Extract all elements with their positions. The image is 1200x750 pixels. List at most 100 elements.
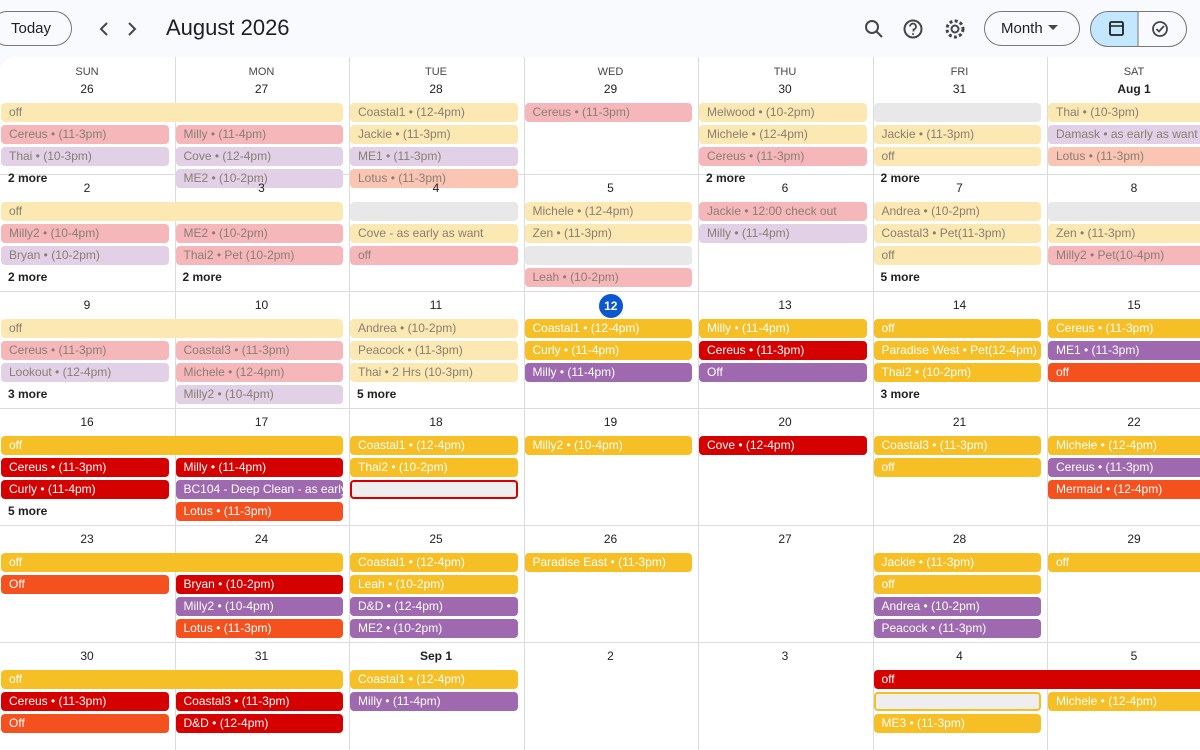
event[interactable]: Bryan • (10-2pm) — [1, 246, 169, 265]
event[interactable] — [350, 480, 518, 499]
event[interactable]: Cereus • (11-3pm) — [1048, 319, 1200, 338]
event[interactable]: Milly • (11-4pm) — [175, 125, 343, 144]
event[interactable]: off — [873, 246, 1041, 265]
event[interactable]: ME1 • (11-3pm) — [350, 147, 518, 166]
more-link[interactable]: 5 more — [357, 387, 397, 401]
event[interactable]: Coastal1 • (12-4pm) — [350, 553, 518, 572]
event[interactable]: BC104 - Deep Clean - as early as want — [175, 480, 343, 499]
event[interactable]: Thai2 • (10-2pm) — [350, 458, 518, 477]
event[interactable]: Damask • as early as want — [1048, 125, 1200, 144]
event[interactable]: Cereus • (11-3pm) — [699, 147, 867, 166]
event[interactable]: Thai • 2 Hrs (10-3pm) — [350, 363, 518, 382]
event[interactable]: Cove • (12-4pm) — [175, 147, 343, 166]
event[interactable]: off — [1, 103, 343, 122]
event[interactable]: off — [1048, 553, 1200, 572]
event[interactable]: off — [873, 319, 1041, 338]
event[interactable] — [350, 202, 518, 221]
more-link[interactable]: 2 more — [8, 270, 48, 284]
event[interactable]: Jackie • (11-3pm) — [350, 125, 518, 144]
event[interactable]: Off — [699, 363, 867, 382]
event[interactable]: Paradise East • (11-3pm) — [524, 553, 692, 572]
event[interactable]: Cereus • (11-3pm) — [1, 125, 169, 144]
event[interactable]: ME1 • (11-3pm) — [1048, 341, 1200, 360]
event[interactable]: Paradise West • Pet(12-4pm) — [873, 341, 1041, 360]
event[interactable]: Michele • (12-4pm) — [175, 363, 343, 382]
event[interactable]: off — [873, 670, 1200, 689]
event[interactable]: Zen • (11-3pm) — [524, 224, 692, 243]
more-link[interactable]: 5 more — [880, 270, 920, 284]
event[interactable]: Cereus • (11-3pm) — [1, 692, 169, 711]
event[interactable]: Melwood • (10-2pm) — [699, 103, 867, 122]
event[interactable]: off — [873, 458, 1041, 477]
event[interactable]: Jackie • 12:00 check out — [699, 202, 867, 221]
more-link[interactable]: 2 more — [8, 171, 48, 185]
event[interactable]: Thai • (10-3pm) — [1048, 103, 1200, 122]
event[interactable]: Milly • (11-4pm) — [699, 319, 867, 338]
event[interactable]: Leah • (10-2pm) — [524, 268, 692, 287]
event[interactable]: Curly • (11-4pm) — [1, 480, 169, 499]
event[interactable]: Off — [1, 575, 169, 594]
event[interactable]: Lotus • (11-3pm) — [1048, 147, 1200, 166]
event[interactable]: Off — [1, 714, 169, 733]
event[interactable]: Cereus • (11-3pm) — [1, 341, 169, 360]
event[interactable]: Bryan • (10-2pm) — [175, 575, 343, 594]
event[interactable]: Lotus • (11-3pm) — [175, 619, 343, 638]
event[interactable]: Milly2 • Pet(10-4pm) — [1048, 246, 1200, 265]
event[interactable]: Andrea • (10-2pm) — [873, 202, 1041, 221]
event[interactable]: D&D • (12-4pm) — [175, 714, 343, 733]
event[interactable]: Leah • (10-2pm) — [350, 575, 518, 594]
event[interactable]: Milly2 • (10-4pm) — [524, 436, 692, 455]
nav-arrows[interactable] — [96, 20, 146, 38]
event[interactable]: Lotus • (11-3pm) — [175, 502, 343, 521]
more-link[interactable]: 3 more — [880, 387, 920, 401]
event[interactable]: Michele • (12-4pm) — [699, 125, 867, 144]
event[interactable]: Coastal3 • Pet(11-3pm) — [873, 224, 1041, 243]
event[interactable]: off — [1, 319, 343, 338]
event[interactable]: Zen • (11-3pm) — [1048, 224, 1200, 243]
event[interactable]: off — [1, 436, 343, 455]
event[interactable]: Peacock • (11-3pm) — [350, 341, 518, 360]
event[interactable]: D&D • (12-4pm) — [350, 597, 518, 616]
event[interactable]: Michele • (12-4pm) — [1048, 436, 1200, 455]
event[interactable]: off — [1, 670, 343, 689]
event[interactable]: off — [873, 147, 1041, 166]
event[interactable]: Cove - as early as want — [350, 224, 518, 243]
event[interactable]: Cereus • (11-3pm) — [1048, 458, 1200, 477]
event[interactable]: off — [1048, 363, 1200, 382]
event[interactable]: off — [350, 246, 518, 265]
event[interactable]: Michele • (12-4pm) — [1048, 692, 1200, 711]
event[interactable]: Jackie • (11-3pm) — [873, 125, 1041, 144]
event[interactable]: off — [1, 202, 343, 221]
event[interactable]: Cove • (12-4pm) — [699, 436, 867, 455]
event[interactable]: Lookout • (12-4pm) — [1, 363, 169, 382]
event[interactable]: off — [873, 575, 1041, 594]
toolbar-icons[interactable] — [862, 16, 972, 42]
event[interactable]: Cereus • (11-3pm) — [524, 103, 692, 122]
more-link[interactable]: 2 more — [182, 270, 222, 284]
event[interactable]: Milly2 • (10-4pm) — [175, 385, 343, 404]
more-link[interactable]: 3 more — [8, 387, 48, 401]
event[interactable]: Milly • (11-4pm) — [350, 692, 518, 711]
event[interactable] — [1048, 202, 1200, 221]
event[interactable]: Michele • (12-4pm) — [524, 202, 692, 221]
view-toggle[interactable] — [1090, 11, 1188, 47]
event[interactable]: Coastal3 • (11-3pm) — [873, 436, 1041, 455]
event[interactable] — [524, 246, 692, 265]
event[interactable]: Milly • (11-4pm) — [524, 363, 692, 382]
event[interactable]: Coastal1 • (12-4pm) — [350, 436, 518, 455]
event[interactable]: Milly • (11-4pm) — [699, 224, 867, 243]
event[interactable]: Jackie • (11-3pm) — [873, 553, 1041, 572]
more-link[interactable]: 2 more — [706, 171, 746, 185]
event[interactable]: Andrea • (10-2pm) — [873, 597, 1041, 616]
event[interactable]: off — [1, 553, 343, 572]
more-link[interactable]: 5 more — [8, 504, 48, 518]
event[interactable]: Thai • (10-3pm) — [1, 147, 169, 166]
event[interactable] — [873, 103, 1041, 122]
event[interactable]: ME3 • (11-3pm) — [873, 714, 1041, 733]
event[interactable]: ME2 • (10-2pm) — [175, 224, 343, 243]
event[interactable]: Coastal1 • (12-4pm) — [350, 103, 518, 122]
event[interactable]: Thai2 • Pet (10-2pm) — [175, 246, 343, 265]
event[interactable]: Thai2 • (10-2pm) — [873, 363, 1041, 382]
event[interactable]: Cereus • (11-3pm) — [699, 341, 867, 360]
event[interactable]: ME2 • (10-2pm) — [350, 619, 518, 638]
